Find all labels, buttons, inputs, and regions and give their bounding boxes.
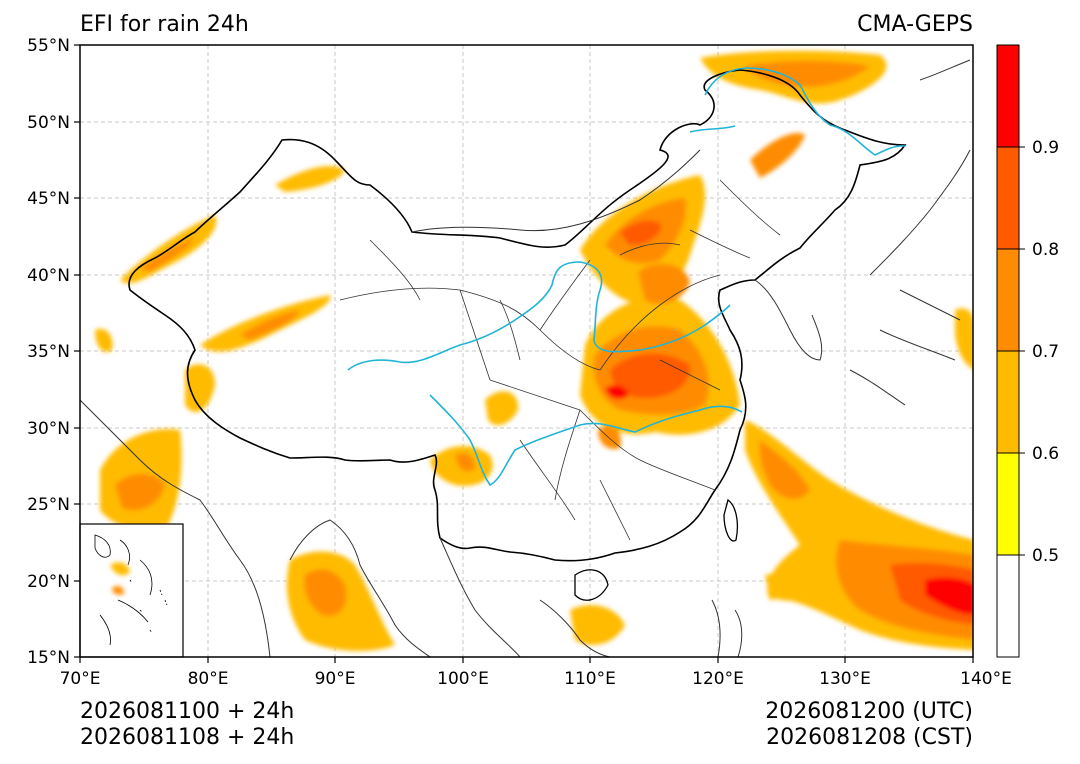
china-border — [128, 69, 907, 562]
valid-time-cst: 2026081208 (CST) — [766, 725, 973, 750]
amur-river — [689, 67, 906, 156]
colorbar-label: 0.9 — [1032, 138, 1059, 158]
lat-label: 40°N — [27, 266, 70, 286]
footer: 2026081100 + 24h 2026081108 + 24h 202608… — [80, 699, 973, 750]
colorbar-label: 0.6 — [1032, 444, 1059, 464]
valid-time-utc: 2026081200 (UTC) — [765, 699, 973, 724]
map-title: EFI for rain 24h — [80, 12, 249, 37]
colorbar-swatch — [997, 453, 1019, 555]
lat-label: 35°N — [27, 342, 70, 362]
lat-label: 15°N — [27, 648, 70, 668]
lon-label: 110°E — [564, 669, 616, 689]
colorbar-label: 0.8 — [1032, 240, 1059, 260]
init-time-utc: 2026081100 + 24h — [80, 699, 294, 724]
lat-label: 55°N — [27, 36, 70, 56]
init-time-cst: 2026081108 + 24h — [80, 725, 294, 750]
inset-map — [79, 523, 184, 658]
yangtze-river — [429, 394, 743, 487]
lat-label: 20°N — [27, 572, 70, 592]
graticule — [80, 45, 973, 657]
colorbar: 0.9 0.8 0.7 0.6 0.5 — [996, 44, 1059, 658]
lon-label: 80°E — [188, 669, 229, 689]
lon-labels: 70°E 80°E 90°E 100°E 110°E 120°E 130°E 1… — [60, 669, 1012, 689]
lat-axis — [74, 44, 80, 658]
colorbar-swatch — [997, 45, 1019, 147]
lat-label: 50°N — [27, 113, 70, 133]
lon-label: 130°E — [819, 669, 871, 689]
lon-label: 140°E — [960, 669, 1012, 689]
rivers — [347, 67, 906, 487]
lat-label: 45°N — [27, 189, 70, 209]
lon-label: 120°E — [692, 669, 744, 689]
boundaries — [80, 59, 971, 657]
lon-axis — [79, 657, 974, 663]
colorbar-swatch — [997, 147, 1019, 249]
model-name: CMA-GEPS — [857, 12, 973, 37]
colorbar-label: 0.7 — [1032, 342, 1059, 362]
colorbar-swatch — [997, 249, 1019, 351]
lon-label: 100°E — [437, 669, 489, 689]
colorbar-label: 0.5 — [1032, 546, 1059, 566]
colorbar-swatch — [997, 351, 1019, 453]
efi-shading — [95, 50, 973, 652]
lon-label: 90°E — [315, 669, 356, 689]
colorbar-swatch — [997, 555, 1019, 657]
lat-labels: 55°N 50°N 45°N 40°N 35°N 30°N 25°N 20°N … — [27, 36, 70, 668]
lat-label: 25°N — [27, 495, 70, 515]
lat-label: 30°N — [27, 419, 70, 439]
yellow-river — [347, 261, 731, 371]
lon-label: 70°E — [60, 669, 101, 689]
